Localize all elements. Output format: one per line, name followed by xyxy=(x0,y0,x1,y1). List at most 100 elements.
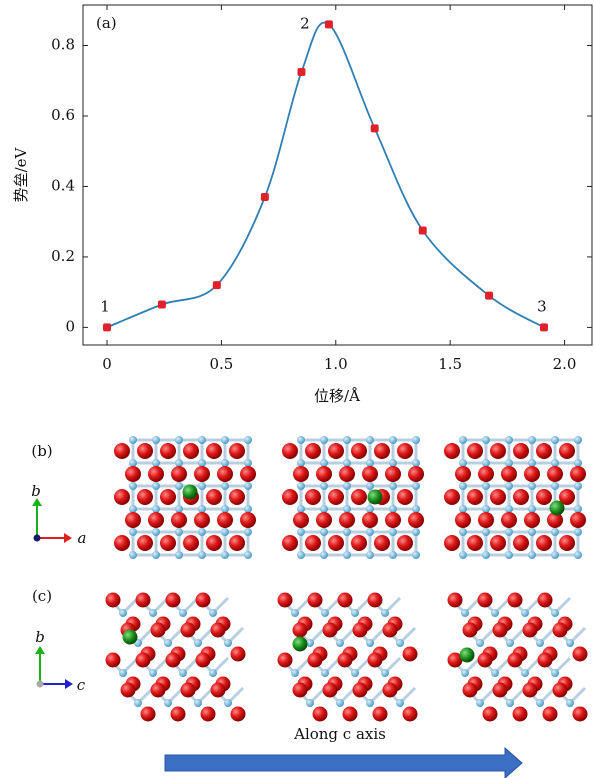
point-label: 1 xyxy=(100,297,110,315)
oxygen-atom xyxy=(183,443,199,459)
oxygen-atom xyxy=(553,623,568,638)
oxygen-atom xyxy=(353,683,368,698)
metal-atom xyxy=(505,482,513,490)
oxygen-atom xyxy=(538,593,553,608)
oxygen-atom xyxy=(240,466,256,482)
oxygen-atom xyxy=(293,466,309,482)
oxygen-atom xyxy=(463,683,478,698)
metal-atom xyxy=(389,505,397,513)
oxygen-atom xyxy=(353,623,368,638)
oxygen-atom xyxy=(308,593,323,608)
direction-arrow xyxy=(165,748,522,778)
oxygen-atom xyxy=(160,443,176,459)
x-tick-label: 0 xyxy=(102,355,112,373)
oxygen-atom xyxy=(490,489,506,505)
metal-atom xyxy=(198,459,206,467)
metal-atom xyxy=(366,699,374,707)
dopant-atom xyxy=(293,637,308,652)
oxygen-atom xyxy=(339,466,355,482)
point-label: 2 xyxy=(300,14,310,32)
oxygen-atom xyxy=(323,623,338,638)
metal-atom xyxy=(129,482,137,490)
metal-atom xyxy=(412,436,420,444)
metal-atom xyxy=(482,528,490,536)
metal-atom xyxy=(291,669,299,677)
metal-atom xyxy=(412,551,420,559)
oxygen-atom xyxy=(282,535,298,551)
metal-atom xyxy=(175,505,183,513)
metal-atom xyxy=(306,699,314,707)
metal-atom xyxy=(476,639,484,647)
oxygen-atom xyxy=(351,489,367,505)
metal-atom xyxy=(175,459,183,467)
oxygen-atom xyxy=(455,466,471,482)
oxygen-atom xyxy=(403,707,418,722)
oxygen-atom xyxy=(160,535,176,551)
oxygen-atom xyxy=(160,489,176,505)
metal-atom xyxy=(521,669,529,677)
metal-atom xyxy=(351,669,359,677)
metal-atom xyxy=(343,459,351,467)
dopant-atom xyxy=(123,630,138,645)
crystal-structures xyxy=(106,436,588,722)
metal-atom xyxy=(198,482,206,490)
oxygen-atom xyxy=(455,512,471,528)
oxygen-atom xyxy=(114,489,130,505)
oxygen-atom xyxy=(338,593,353,608)
oxygen-atom xyxy=(196,593,211,608)
oxygen-atom xyxy=(293,683,308,698)
oxygen-atom xyxy=(397,489,413,505)
metal-atom xyxy=(459,482,467,490)
oxygen-atom xyxy=(478,466,494,482)
metal-atom xyxy=(491,609,499,617)
metal-atom xyxy=(119,669,127,677)
x-tick-label: 1.0 xyxy=(324,355,348,373)
metal-atom xyxy=(297,551,305,559)
oxygen-atom xyxy=(106,653,121,668)
metal-atom xyxy=(129,505,137,513)
metal-atom xyxy=(244,436,252,444)
metal-atom xyxy=(152,551,160,559)
metal-atom xyxy=(536,639,544,647)
oxygen-atom xyxy=(383,683,398,698)
oxygen-atom xyxy=(374,443,390,459)
metal-atom xyxy=(536,699,544,707)
oxygen-atom xyxy=(240,512,256,528)
oxygen-atom xyxy=(229,535,245,551)
metal-atom xyxy=(321,669,329,677)
oxygen-atom xyxy=(508,653,523,668)
oxygen-atom xyxy=(125,512,141,528)
metal-atom xyxy=(459,459,467,467)
metal-atom xyxy=(412,459,420,467)
oxygen-atom xyxy=(151,623,166,638)
oxygen-atom xyxy=(448,593,463,608)
oxygen-atom xyxy=(196,653,211,668)
plot-frame xyxy=(83,5,592,345)
metal-atom xyxy=(343,482,351,490)
oxygen-atom xyxy=(524,512,540,528)
metal-atom xyxy=(574,436,582,444)
oxygen-atom xyxy=(211,623,226,638)
metal-atom xyxy=(551,528,559,536)
oxygen-atom xyxy=(328,489,344,505)
axis-label: a xyxy=(78,529,87,547)
dopant-atom xyxy=(460,648,475,663)
oxygen-atom xyxy=(338,653,353,668)
metal-atom xyxy=(351,609,359,617)
oxygen-atom xyxy=(166,653,181,668)
metal-atom xyxy=(412,505,420,513)
metal-atom xyxy=(152,436,160,444)
metal-atom xyxy=(366,482,374,490)
metal-atom xyxy=(224,699,232,707)
metal-atom xyxy=(389,528,397,536)
oxygen-atom xyxy=(536,535,552,551)
oxygen-atom xyxy=(305,443,321,459)
metal-atom xyxy=(412,528,420,536)
metal-atom xyxy=(209,669,217,677)
oxygen-atom xyxy=(351,443,367,459)
metal-atom xyxy=(343,528,351,536)
metal-atom xyxy=(528,482,536,490)
metal-atom xyxy=(297,436,305,444)
metal-atom xyxy=(551,609,559,617)
metal-atom xyxy=(152,505,160,513)
